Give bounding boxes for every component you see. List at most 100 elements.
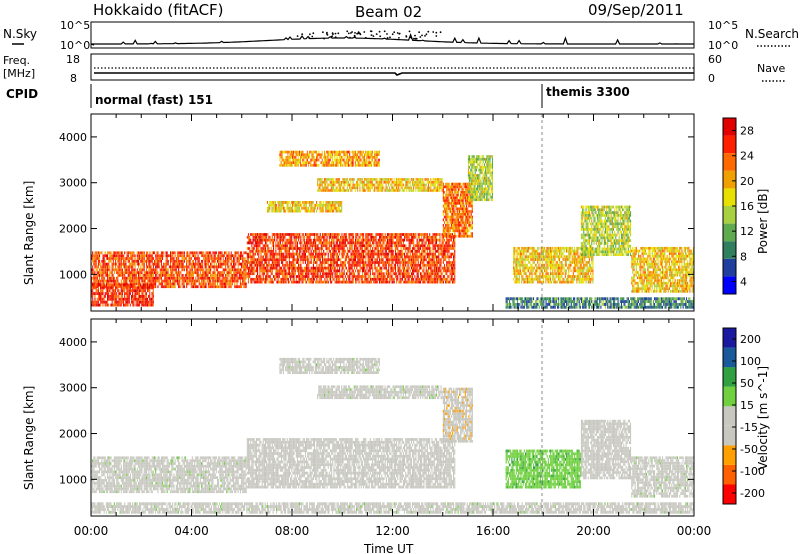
range-gate-cell: [428, 277, 430, 281]
range-gate-cell: [332, 235, 334, 239]
range-gate-cell: [139, 289, 141, 293]
range-gate-cell: [339, 263, 341, 267]
range-gate-cell: [367, 235, 369, 239]
range-gate-cell: [353, 275, 355, 278]
range-gate-cell: [371, 235, 373, 239]
range-gate-cell: [253, 280, 255, 284]
range-gate-cell: [101, 265, 103, 269]
range-gate-cell: [209, 282, 211, 286]
range-gate-cell: [198, 276, 200, 280]
range-gate-cell: [367, 244, 369, 248]
range-gate-cell: [418, 255, 420, 259]
range-gate-cell: [279, 247, 281, 250]
range-gate-cell: [204, 265, 206, 269]
range-gate-cell: [307, 255, 309, 259]
range-gate-cell: [392, 269, 394, 273]
range-gate-cell: [469, 224, 471, 227]
range-gate-cell: [445, 196, 447, 200]
range-gate-cell: [202, 285, 204, 289]
range-gate-cell: [401, 261, 403, 264]
range-gate-cell: [123, 300, 125, 304]
range-gate-cell: [355, 241, 357, 245]
range-gate-cell: [428, 280, 430, 284]
range-gate-cell: [138, 259, 140, 263]
range-gate-cell: [461, 196, 463, 200]
range-gate-cell: [273, 280, 275, 284]
range-gate-cell: [460, 185, 462, 189]
range-gate-cell: [300, 272, 302, 276]
range-gate-cell: [187, 276, 189, 280]
range-gate-cell: [420, 238, 422, 242]
range-gate-cell: [423, 272, 425, 276]
range-gate-cell: [265, 261, 267, 264]
range-gate-cell: [205, 251, 207, 255]
range-gate-cell: [401, 252, 403, 256]
range-gate-cell: [448, 185, 450, 189]
range-gate-cell: [197, 259, 199, 263]
range-gate-cell: [442, 232, 444, 235]
range-gate-cell: [284, 280, 286, 284]
range-gate-cell: [170, 265, 172, 269]
range-gate-cell: [218, 274, 220, 277]
range-gate-cell: [412, 280, 414, 284]
range-gate-cell: [391, 258, 393, 262]
range-gate-cell: [367, 277, 369, 281]
range-gate-cell: [116, 276, 118, 280]
range-gate-cell: [262, 269, 264, 273]
range-gate-cell: [210, 254, 212, 258]
range-gate-cell: [434, 266, 436, 270]
range-gate-cell: [309, 238, 311, 242]
range-gate-cell: [396, 241, 398, 245]
range-gate-cell: [111, 289, 113, 293]
noise-search-point: [330, 36, 333, 38]
range-gate-cell: [186, 274, 188, 277]
range-gate-cell: [358, 255, 360, 259]
range-gate-cell: [140, 283, 142, 287]
range-gate-cell: [276, 238, 278, 242]
noise-search-point: [391, 33, 394, 36]
range-gate-cell: [172, 251, 174, 255]
range-gate-cell: [166, 257, 168, 260]
range-gate-cell: [394, 233, 396, 236]
range-gate-cell: [396, 247, 398, 250]
range-gate-cell: [157, 279, 159, 283]
range-gate-cell: [452, 202, 454, 205]
range-gate-cell: [449, 247, 451, 250]
range-gate-cell: [227, 254, 229, 258]
range-gate-cell: [394, 252, 396, 256]
range-gate-cell: [262, 235, 264, 239]
range-gate-cell: [365, 269, 367, 273]
range-gate-cell: [435, 275, 437, 278]
range-gate-cell: [339, 238, 341, 242]
range-gate-cell: [450, 226, 453, 230]
range-gate-cell: [363, 249, 365, 253]
range-gate-cell: [278, 247, 280, 250]
range-gate-cell: [182, 285, 184, 289]
range-gate-cell: [211, 276, 213, 280]
range-gate-cell: [138, 265, 140, 269]
range-gate-cell: [410, 277, 412, 281]
range-gate-cell: [451, 275, 453, 278]
range-gate-cell: [269, 258, 271, 262]
range-gate-cell: [355, 277, 357, 281]
range-gate-cell: [440, 261, 442, 264]
range-gate-cell: [325, 266, 327, 270]
range-gate-cell: [408, 255, 410, 259]
range-gate-cell: [120, 265, 122, 269]
range-gate-cell: [428, 261, 430, 264]
range-gate-cell: [459, 199, 461, 202]
range-gate-cell: [160, 257, 162, 260]
range-gate-cell: [295, 247, 297, 250]
range-gate-cell: [342, 238, 344, 242]
range-gate-cell: [308, 277, 310, 281]
range-gate-cell: [369, 233, 371, 236]
range-gate-cell: [414, 244, 416, 248]
range-gate-cell: [392, 235, 394, 239]
range-gate-cell: [328, 235, 330, 239]
range-gate-cell: [226, 251, 228, 255]
range-gate-cell: [405, 247, 407, 250]
range-gate-cell: [277, 272, 279, 276]
range-gate-cell: [349, 263, 351, 267]
range-gate-cell: [259, 266, 261, 270]
range-gate-cell: [275, 261, 277, 264]
